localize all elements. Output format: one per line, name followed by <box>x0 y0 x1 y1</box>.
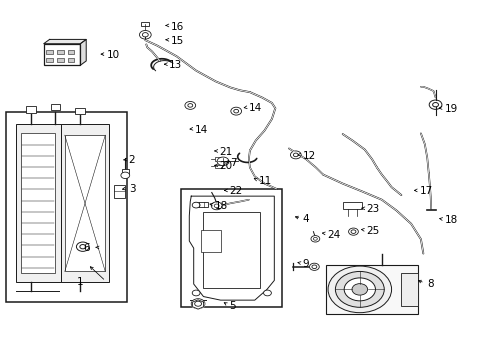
Circle shape <box>188 104 193 107</box>
Circle shape <box>234 109 239 113</box>
Bar <box>65 135 105 271</box>
Text: 12: 12 <box>303 150 316 161</box>
Circle shape <box>294 153 298 157</box>
Bar <box>21 134 55 273</box>
Bar <box>61 125 109 282</box>
Circle shape <box>351 230 356 233</box>
Circle shape <box>80 244 86 249</box>
Circle shape <box>311 235 320 242</box>
Bar <box>343 202 362 210</box>
Circle shape <box>433 103 439 107</box>
Text: 16: 16 <box>171 22 184 32</box>
Text: 25: 25 <box>366 226 379 236</box>
Polygon shape <box>44 40 86 44</box>
Text: 24: 24 <box>327 230 341 239</box>
Circle shape <box>314 237 318 240</box>
Text: 21: 21 <box>220 147 233 157</box>
Text: 10: 10 <box>107 50 121 60</box>
Bar <box>44 44 80 65</box>
Bar <box>26 106 36 113</box>
Bar <box>142 22 149 26</box>
Circle shape <box>217 157 229 166</box>
Text: 4: 4 <box>303 215 309 224</box>
Circle shape <box>192 202 200 208</box>
Bar <box>215 157 221 161</box>
Text: 11: 11 <box>259 176 272 186</box>
Circle shape <box>185 102 196 109</box>
Circle shape <box>328 266 392 313</box>
Text: 19: 19 <box>444 104 458 114</box>
Bar <box>326 265 418 314</box>
Circle shape <box>344 278 375 301</box>
Bar <box>46 50 53 54</box>
Circle shape <box>429 100 442 109</box>
Circle shape <box>191 299 205 309</box>
Text: 14: 14 <box>249 103 262 113</box>
Circle shape <box>140 31 151 39</box>
Circle shape <box>121 172 130 179</box>
Text: 9: 9 <box>303 259 309 269</box>
Bar <box>68 58 74 62</box>
Bar <box>5 112 127 302</box>
Bar <box>46 58 53 62</box>
Bar <box>57 58 64 62</box>
Text: 15: 15 <box>171 36 184 46</box>
Circle shape <box>195 301 201 306</box>
Circle shape <box>231 107 242 115</box>
Text: 20: 20 <box>220 161 233 171</box>
Text: 22: 22 <box>229 186 243 197</box>
Bar <box>201 230 220 252</box>
Circle shape <box>310 263 319 270</box>
Bar <box>203 212 260 288</box>
Bar <box>16 125 61 282</box>
Bar <box>215 165 221 168</box>
Text: 3: 3 <box>129 184 135 194</box>
Bar <box>401 273 418 306</box>
Text: 23: 23 <box>366 204 379 215</box>
Text: 8: 8 <box>427 279 433 289</box>
Bar <box>57 50 64 54</box>
Polygon shape <box>80 40 86 65</box>
Bar <box>68 50 74 54</box>
Circle shape <box>211 202 222 210</box>
Text: 2: 2 <box>129 155 135 165</box>
Circle shape <box>348 228 358 235</box>
Bar <box>181 189 282 307</box>
Polygon shape <box>193 300 203 309</box>
Circle shape <box>264 290 271 296</box>
Text: 17: 17 <box>420 186 433 197</box>
Circle shape <box>76 242 89 251</box>
Bar <box>114 185 125 198</box>
Circle shape <box>192 290 200 296</box>
Circle shape <box>352 284 368 295</box>
Bar <box>75 108 85 114</box>
Bar <box>194 202 208 207</box>
Text: 1: 1 <box>76 277 83 287</box>
Text: 5: 5 <box>229 301 236 311</box>
Text: 18: 18 <box>215 201 228 211</box>
Bar <box>50 104 60 111</box>
Circle shape <box>143 33 148 37</box>
Bar <box>122 169 129 174</box>
Text: 18: 18 <box>444 215 458 225</box>
Text: 6: 6 <box>83 243 89 253</box>
Circle shape <box>335 271 384 307</box>
Text: 7: 7 <box>230 158 237 168</box>
Text: 14: 14 <box>195 125 208 135</box>
Text: 13: 13 <box>169 60 182 70</box>
Circle shape <box>214 204 219 208</box>
Circle shape <box>291 151 301 159</box>
Circle shape <box>312 265 317 269</box>
